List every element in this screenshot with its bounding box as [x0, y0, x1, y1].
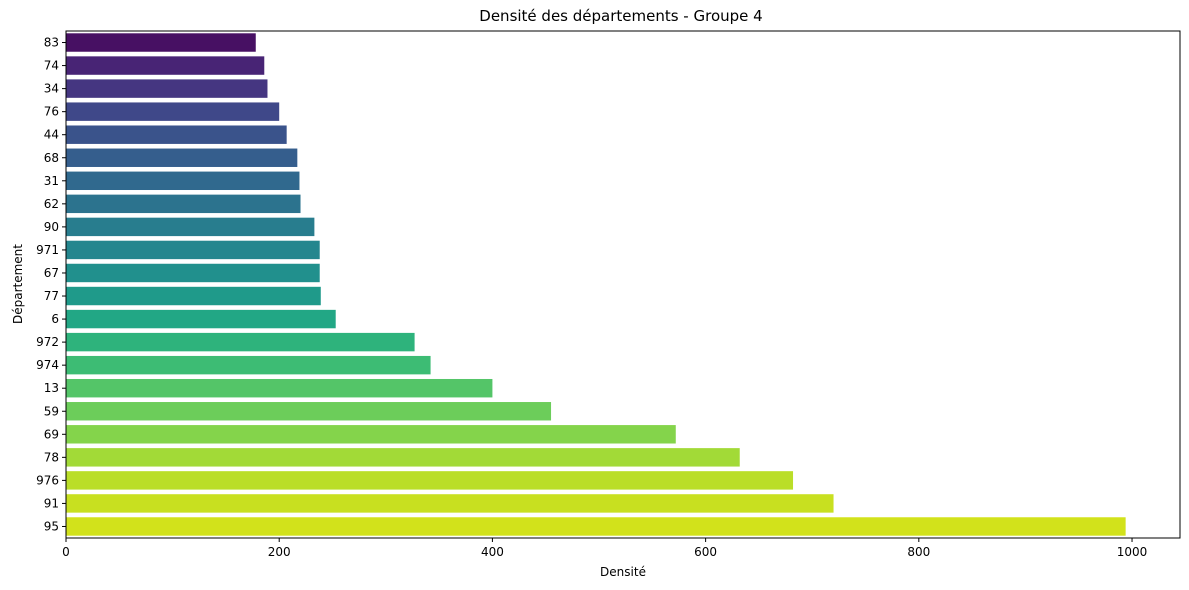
x-tick-label: 1000 — [1117, 545, 1148, 559]
bar-69 — [66, 425, 676, 444]
x-axis-label: Densité — [600, 565, 646, 579]
y-tick-label: 83 — [44, 36, 59, 50]
bar-67 — [66, 263, 320, 283]
bar-972 — [66, 332, 415, 352]
bar-13 — [66, 378, 493, 398]
y-tick-label: 59 — [44, 404, 59, 418]
y-tick-label: 62 — [44, 197, 59, 211]
y-tick-label: 6 — [51, 312, 59, 326]
y-tick-label: 34 — [44, 82, 59, 96]
y-tick-label: 67 — [44, 266, 59, 280]
y-tick-label: 31 — [44, 174, 59, 188]
x-tick-label: 400 — [481, 545, 504, 559]
bar-62 — [66, 194, 301, 214]
y-tick-label: 972 — [36, 335, 59, 349]
bar-95 — [66, 517, 1126, 536]
bar-974 — [66, 355, 431, 375]
plot-area: 83 74 34 76 44 68 31 62 90 971 67 77 6 972 974 13 59 69 78… — [36, 30, 1181, 559]
y-tick-label: 76 — [44, 105, 59, 119]
y-tick-label: 69 — [44, 427, 59, 441]
bar-68 — [66, 148, 298, 167]
y-tick-label: 68 — [44, 151, 59, 165]
y-tick-label: 974 — [36, 358, 59, 372]
bar-90 — [66, 217, 315, 237]
bar-59 — [66, 402, 552, 421]
bar-78 — [66, 448, 740, 467]
bar-91 — [66, 494, 834, 513]
x-tick-label: 200 — [268, 545, 291, 559]
bar-77 — [66, 286, 321, 306]
y-tick-label: 971 — [36, 243, 59, 257]
bar-31 — [66, 171, 300, 191]
y-axis-label: Département — [11, 244, 25, 324]
y-tick-label: 13 — [44, 381, 59, 395]
plot-frame — [65, 30, 1181, 539]
y-tick-label: 78 — [44, 450, 59, 464]
y-tick-label: 74 — [44, 59, 59, 73]
chart-title: Densité des départements - Groupe 4 — [479, 7, 762, 25]
y-tick-label: 44 — [44, 128, 59, 142]
y-tick-label: 77 — [44, 289, 59, 303]
bar-6 — [66, 309, 336, 329]
x-tick-label: 0 — [62, 545, 70, 559]
bar-74 — [66, 56, 265, 75]
y-tick-label: 90 — [44, 220, 59, 234]
bar-44 — [66, 125, 287, 144]
bar-83 — [66, 33, 256, 52]
x-tick-label: 600 — [694, 545, 717, 559]
bar-34 — [66, 79, 268, 98]
bar-976 — [66, 471, 794, 490]
x-tick-label: 800 — [907, 545, 930, 559]
y-tick-label: 91 — [44, 496, 59, 510]
bar-971 — [66, 240, 320, 260]
y-tick-label: 976 — [36, 473, 59, 487]
y-tick-label: 95 — [44, 519, 59, 533]
bar-76 — [66, 102, 280, 121]
